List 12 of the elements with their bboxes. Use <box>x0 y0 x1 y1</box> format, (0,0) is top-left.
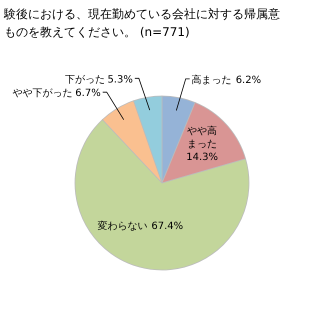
data-label: 14.3% <box>186 152 218 163</box>
slice-label: やや高まった <box>187 124 218 150</box>
data-label: 67.4% <box>151 221 184 232</box>
chart-title: 験後における、現在勤めている会社に対する帰属意 <box>3 7 280 21</box>
data-label: 6.2% <box>236 74 262 86</box>
slice-label: 変わらない <box>97 220 148 232</box>
slice-label: 高まった <box>192 74 232 86</box>
slice-label: やや下がった <box>12 88 73 100</box>
data-label: 6.7% <box>75 88 101 100</box>
slice-label: 下がった <box>64 74 105 86</box>
data-label: 5.3% <box>107 74 133 86</box>
chart-subtitle: ものを教えてください。 (n=771) <box>4 25 190 39</box>
